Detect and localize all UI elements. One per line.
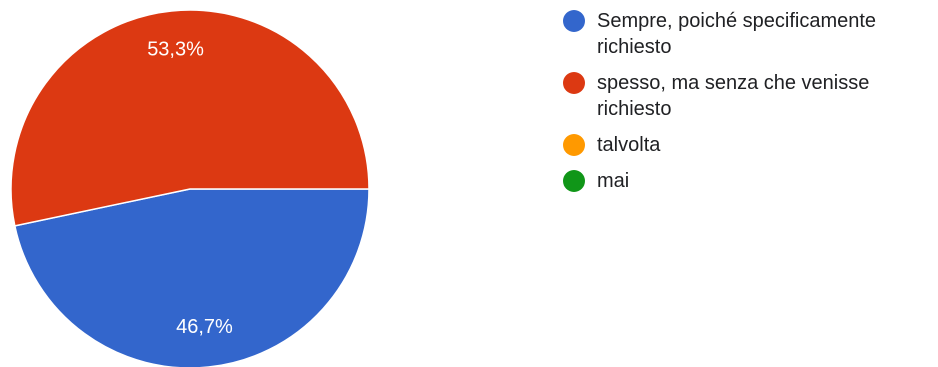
legend-label-mai: mai bbox=[597, 170, 630, 192]
legend-item-spesso[interactable]: spesso, ma senza che venisse richiesto bbox=[563, 70, 935, 122]
pie-slice-1[interactable] bbox=[10, 9, 370, 227]
legend-item-sempre[interactable]: Sempre, poiché specificamente richiesto bbox=[563, 8, 935, 60]
legend-swatch-spesso bbox=[563, 72, 585, 94]
legend-label-spesso: spesso, ma senza che venisse richiesto bbox=[597, 72, 870, 120]
legend-swatch-sempre bbox=[563, 10, 585, 32]
pie-chart: 46,7% 53,3% bbox=[10, 9, 370, 367]
legend-item-talvolta[interactable]: talvolta bbox=[563, 132, 935, 158]
legend: Sempre, poiché specificamente richiesto … bbox=[563, 8, 935, 204]
legend-label-sempre: Sempre, poiché specificamente richiesto bbox=[597, 10, 877, 58]
legend-item-mai[interactable]: mai bbox=[563, 168, 935, 194]
legend-swatch-talvolta bbox=[563, 134, 585, 156]
pie-slice-label-0: 46,7% bbox=[176, 316, 233, 338]
legend-swatch-mai bbox=[563, 170, 585, 192]
pie-slices bbox=[10, 9, 370, 367]
pie-slice-labels: 46,7% 53,3% bbox=[147, 38, 233, 338]
pie-slice-0[interactable] bbox=[13, 188, 370, 367]
legend-label-talvolta: talvolta bbox=[597, 134, 661, 156]
pie-slice-label-1: 53,3% bbox=[147, 38, 204, 60]
